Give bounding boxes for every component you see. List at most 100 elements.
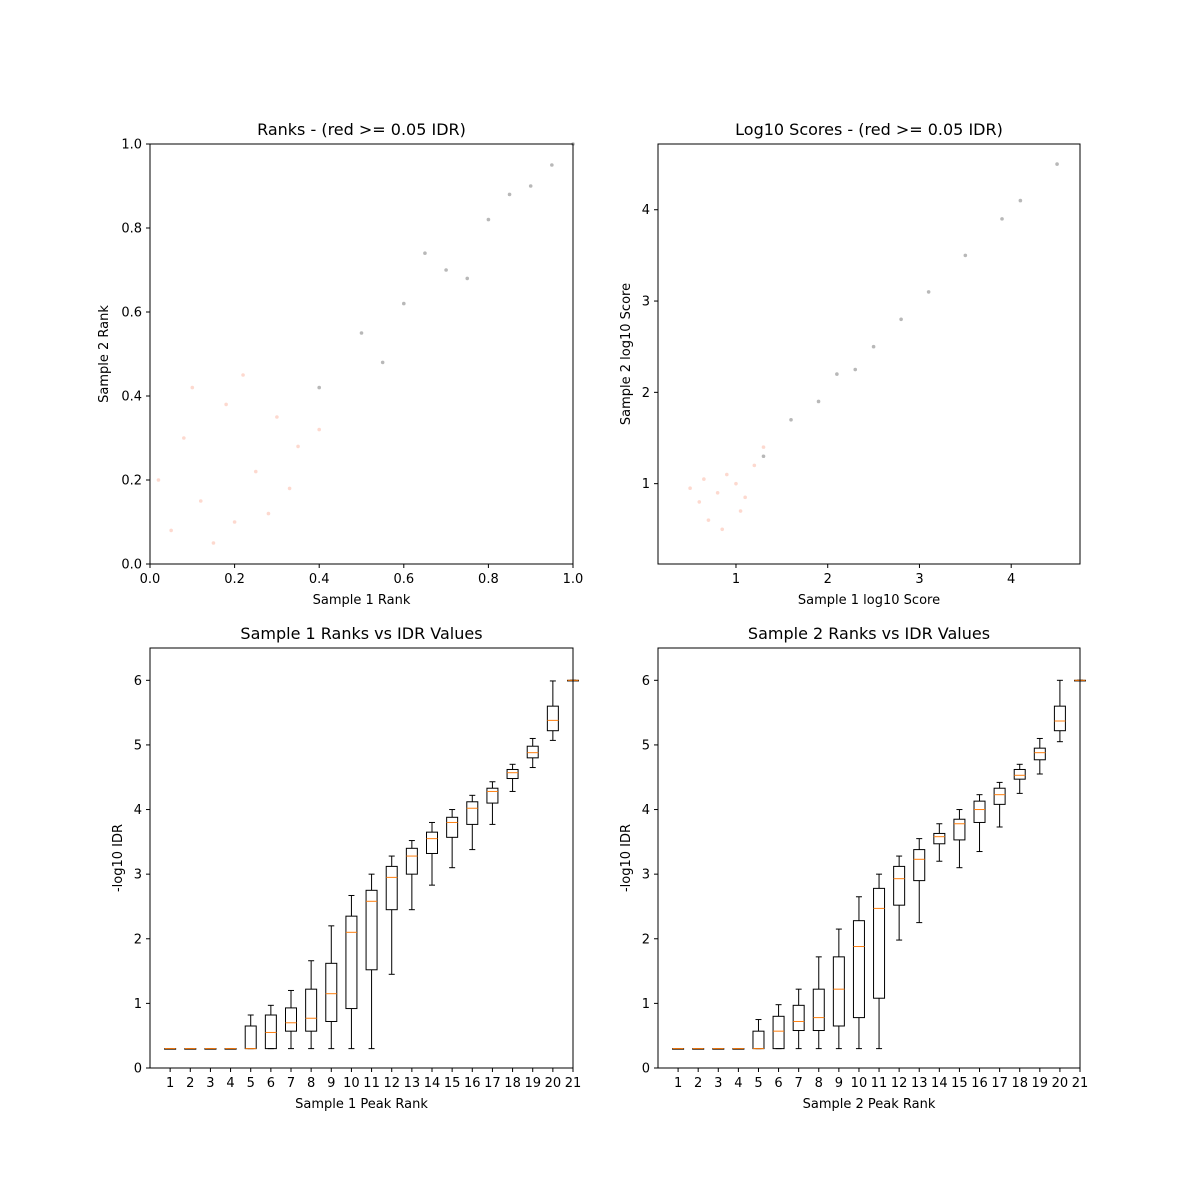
sample1-x-tick-label: 3 <box>206 1076 214 1091</box>
scores-data-point <box>853 367 858 372</box>
scores-x-axis-label: Sample 1 log10 Score <box>798 593 940 608</box>
ranks-y-ticks: 0.0 0.2 0.4 0.6 0.8 1.0 <box>121 138 150 573</box>
ranks-data-point <box>287 486 292 491</box>
ranks-data-point <box>296 444 300 449</box>
sample1-y-tick-label: 2 <box>134 932 142 947</box>
ranks-data-point <box>211 541 216 545</box>
ranks-x-tick-label: 0.0 <box>140 572 161 587</box>
ranks-data-point <box>402 301 406 306</box>
sample2-y-tick-label: 5 <box>642 738 650 753</box>
sample2-box-7 <box>792 988 805 1050</box>
sample1-x-tick-label: 13 <box>404 1076 421 1091</box>
sample2-box-body <box>873 887 886 999</box>
sample1-x-tick-label: 11 <box>363 1076 380 1091</box>
sample2-x-tick-label: 5 <box>754 1076 762 1091</box>
sample2-x-tick-label: 12 <box>891 1076 908 1091</box>
sample2-box-body <box>752 1030 765 1050</box>
sample1-box-16 <box>466 794 479 851</box>
sample2-x-tick-label: 16 <box>971 1076 988 1091</box>
sample2-x-tick-label: 17 <box>991 1076 1008 1091</box>
sample1-box-20 <box>546 680 559 741</box>
ranks-x-tick-label: 0.8 <box>478 572 499 587</box>
scores-points <box>688 162 1059 532</box>
sample2-y-tick-label: 1 <box>642 997 650 1012</box>
sample1-x-tick-label: 4 <box>226 1076 234 1091</box>
scores-data-point <box>963 253 968 258</box>
sample1-box-body <box>546 705 559 732</box>
sample2-box-body <box>1013 768 1026 780</box>
sample2-box-1 <box>672 1048 685 1050</box>
ranks-y-tick-label: 0.2 <box>121 474 142 489</box>
ranks-x-axis-label: Sample 1 Rank <box>313 593 411 608</box>
sample1-box-9 <box>325 925 338 1050</box>
sample1-x-tick-label: 6 <box>267 1076 275 1091</box>
sample1-x-tick-label: 12 <box>383 1076 400 1091</box>
sample1-x-tick-label: 10 <box>343 1076 360 1091</box>
ranks-data-point <box>444 268 448 272</box>
sample1-box-1 <box>164 1048 177 1050</box>
sample2-y-tick-label: 3 <box>642 868 650 883</box>
scores-y-tick-label: 1 <box>642 477 650 492</box>
sample2-box-6 <box>772 1004 785 1050</box>
scores-data-point <box>738 509 743 513</box>
sample1-x-tick-label: 20 <box>545 1076 562 1091</box>
ranks-data-point <box>156 478 161 482</box>
sample1-y-ticks: 0 1 2 3 4 5 6 <box>134 674 150 1077</box>
sample2-box-17 <box>993 781 1006 828</box>
sample2-box-3 <box>712 1048 725 1050</box>
scores-y-ticks: 1 2 3 4 <box>642 203 658 492</box>
sample1-x-tick-label: 21 <box>565 1076 582 1091</box>
sample1-box-7 <box>285 989 297 1050</box>
sample1-box-body <box>365 889 378 971</box>
scores-data-point <box>715 490 720 495</box>
sample2-y-tick-label: 2 <box>642 932 650 947</box>
sample2-box-13 <box>913 838 926 924</box>
scores-data-point <box>706 518 711 522</box>
sample2-box-body <box>772 1015 785 1050</box>
sample1-idr-boxes <box>164 679 579 1050</box>
sample1-y-tick-label: 1 <box>134 997 142 1012</box>
sample2-x-tick-label: 8 <box>815 1076 823 1091</box>
scores-x-tick-label: 3 <box>915 572 923 587</box>
scores-data-point <box>702 477 706 481</box>
sample1-box-11 <box>365 873 378 1050</box>
sample2-box-12 <box>893 855 906 941</box>
sample2-box-body <box>1033 747 1046 761</box>
ranks-chart-title: Ranks - (red >= 0.05 IDR) <box>257 120 466 139</box>
sample1-box-10 <box>345 894 358 1050</box>
sample1-x-tick-label: 18 <box>504 1076 521 1091</box>
sample1-box-2 <box>184 1048 197 1050</box>
scores-chart-title: Log10 Scores - (red >= 0.05 IDR) <box>735 120 1003 139</box>
sample1-box-body <box>285 1007 297 1032</box>
scores-data-point <box>789 417 793 422</box>
sample1-box-body <box>244 1025 257 1050</box>
sample2-y-axis-label: -log10 IDR <box>619 824 634 892</box>
sample1-x-tick-label: 15 <box>444 1076 461 1091</box>
scores-data-point <box>743 495 747 500</box>
sample1-x-tick-label: 5 <box>247 1076 255 1091</box>
sample1-x-ticks: 1 2 3 4 5 6 7 8 9 10 11 12 13 14 15 16 17 18 19 20 21 <box>166 1068 581 1091</box>
scores-data-point <box>761 454 766 459</box>
ranks-data-point <box>380 360 385 365</box>
scores-y-axis-label: Sample 2 log10 Score <box>619 283 634 425</box>
ranks-data-point <box>190 385 195 390</box>
ranks-data-point <box>275 415 279 419</box>
ranks-y-tick-label: 1.0 <box>121 138 142 153</box>
sample2-x-ticks: 1 2 3 4 5 6 7 8 9 10 11 12 13 14 15 16 17 18 19 20 21 <box>674 1068 1088 1091</box>
sample2-x-tick-label: 14 <box>931 1076 948 1091</box>
sample2-box-body <box>953 818 966 841</box>
scores-x-ticks: 1 2 3 4 <box>732 564 1015 587</box>
scores-y-tick-label: 3 <box>642 295 650 310</box>
sample1-box-5 <box>244 1014 257 1050</box>
sample2-chart-title: Sample 2 Ranks vs IDR Values <box>748 624 990 643</box>
ranks-data-point <box>198 499 203 503</box>
ranks-points <box>156 142 575 545</box>
ranks-y-tick-label: 0.8 <box>121 222 142 237</box>
sample1-box-15 <box>446 809 459 869</box>
ranks-y-tick-label: 0.4 <box>121 390 142 405</box>
ranks-data-point <box>465 276 470 281</box>
sample2-y-tick-label: 4 <box>642 803 650 818</box>
sample2-box-18 <box>1013 763 1026 794</box>
ranks-data-point <box>241 373 245 377</box>
sample1-box-body <box>426 831 438 854</box>
